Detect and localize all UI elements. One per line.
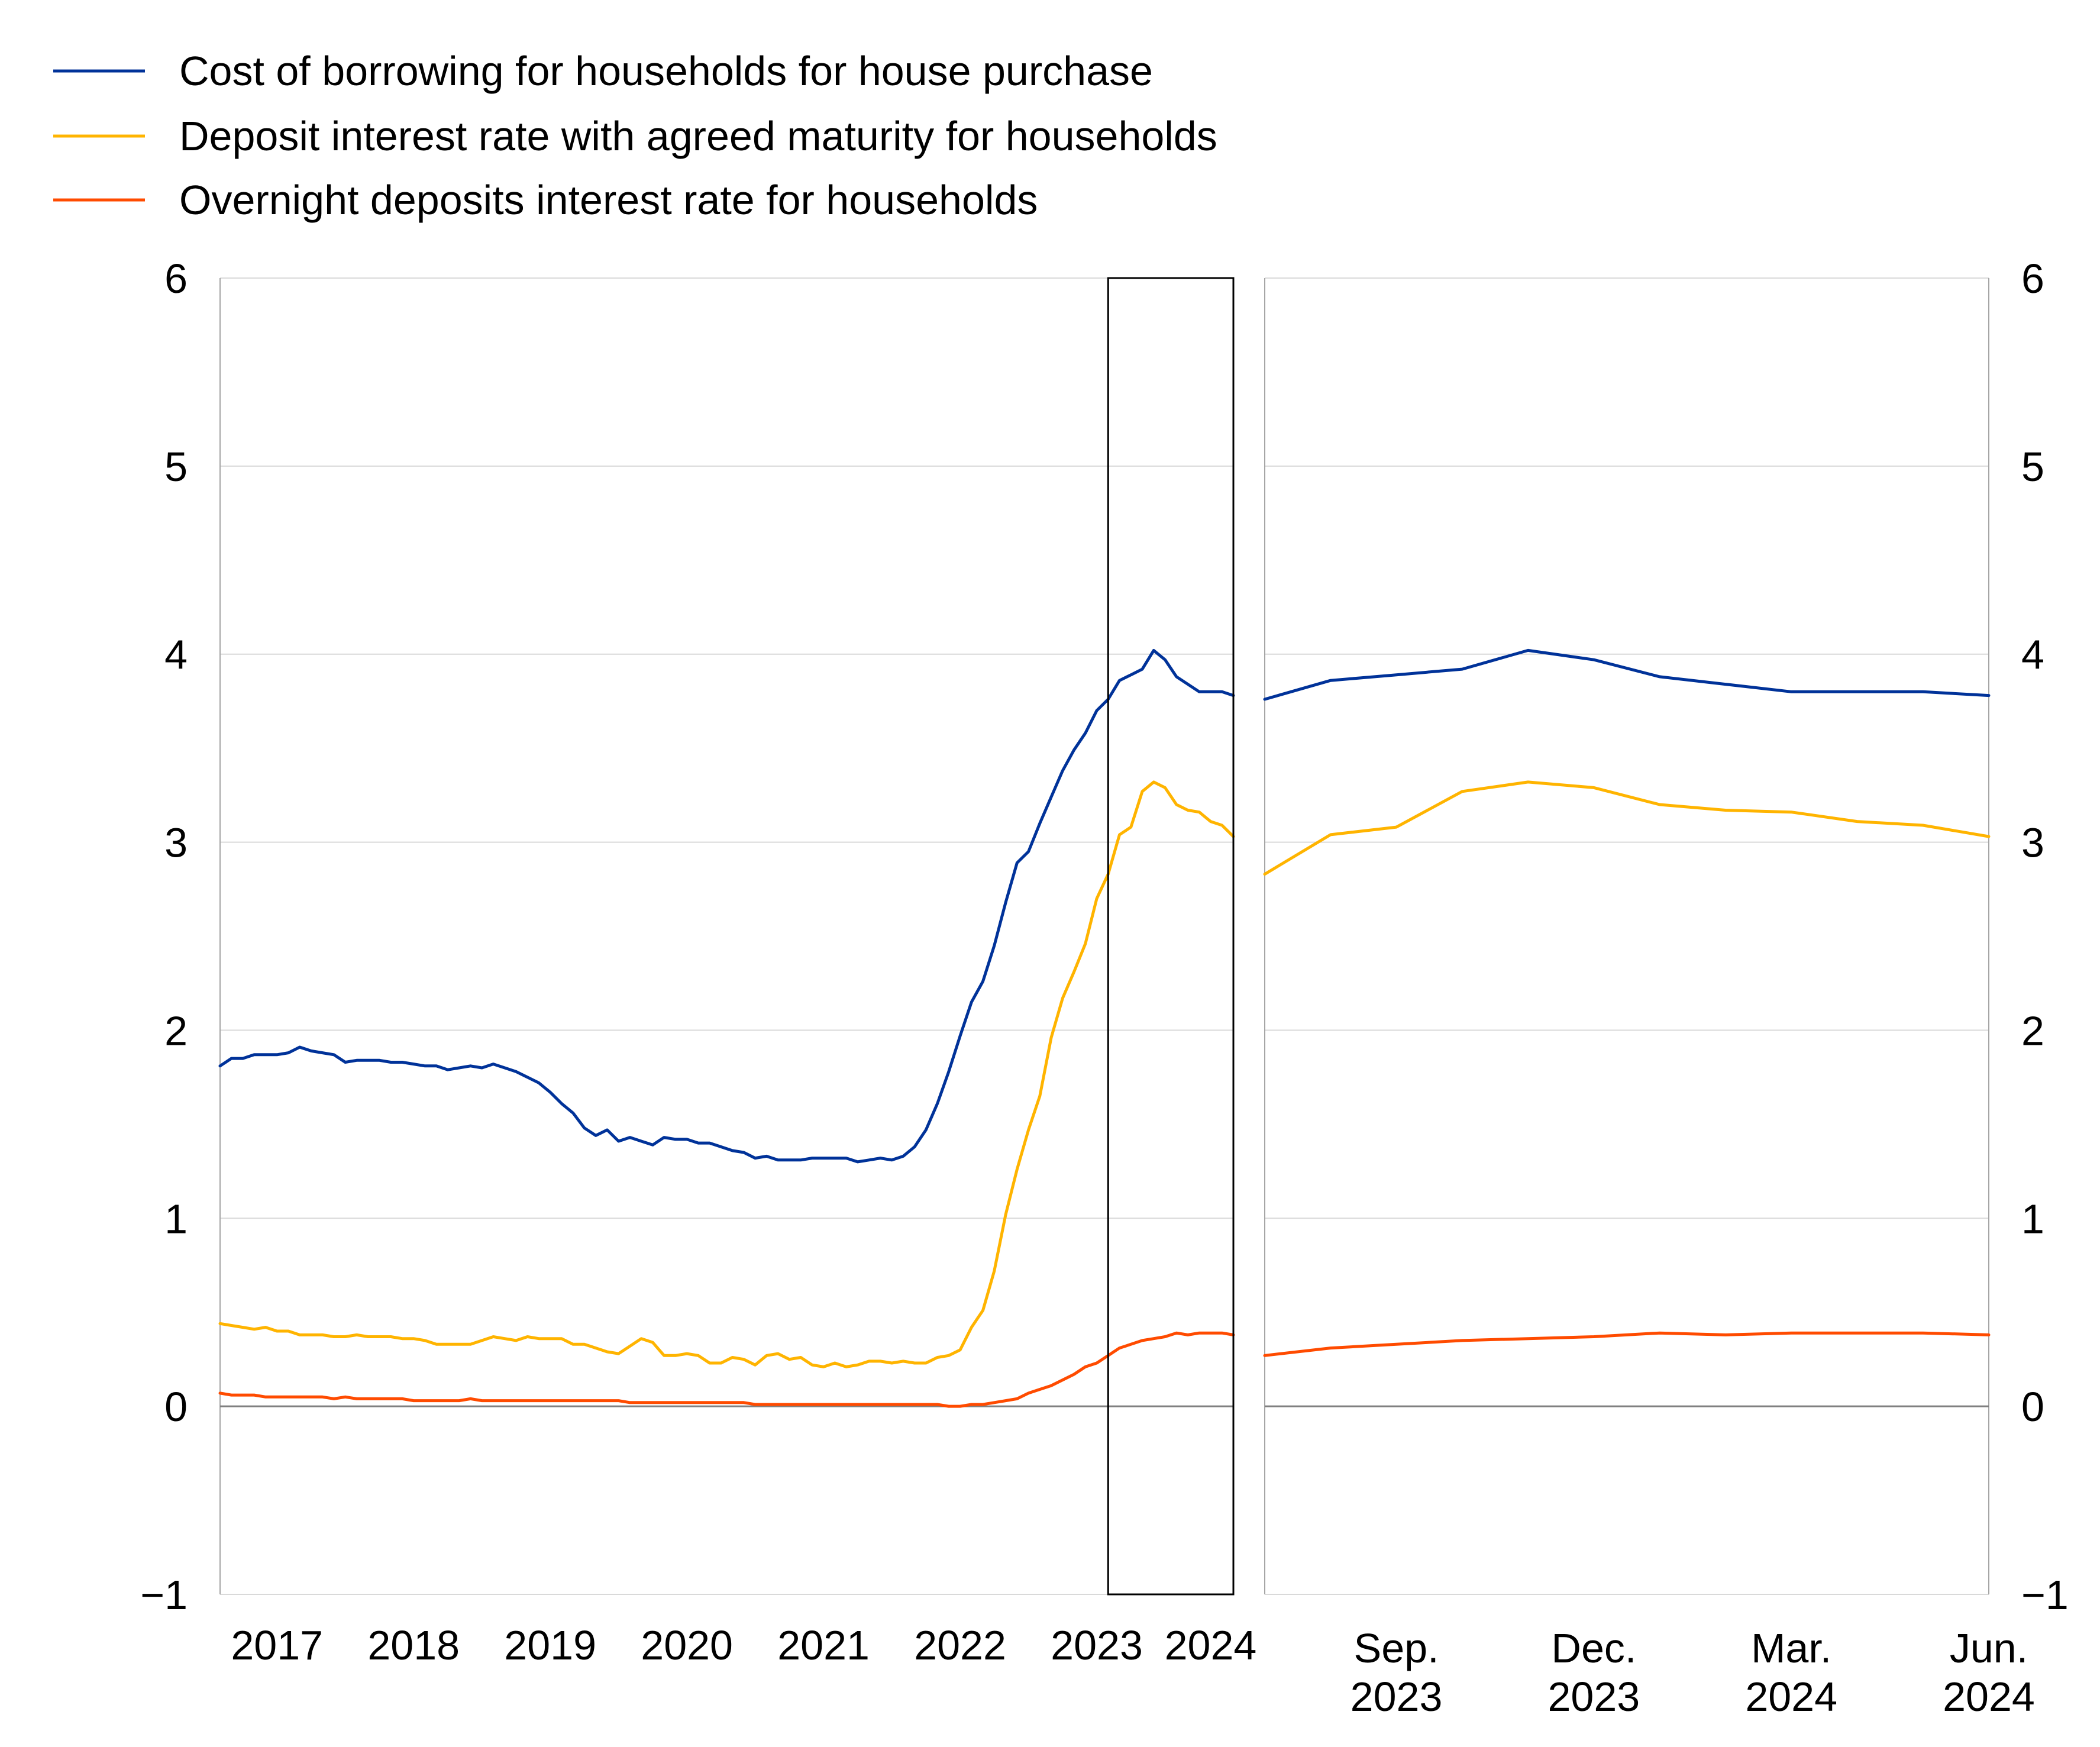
x-tick-label: Sep. xyxy=(1354,1625,1439,1671)
series-line xyxy=(218,1331,1235,1408)
x-tick-label: 2022 xyxy=(914,1622,1006,1668)
series-line xyxy=(218,780,1235,1368)
x-tick-label: 2023 xyxy=(1547,1674,1640,1720)
y-tick-label: 3 xyxy=(164,820,188,866)
series-line xyxy=(1263,1331,1991,1357)
series-line xyxy=(1263,780,1991,876)
left-panel: −1 0 1 2 3 4 5 6 2017 2018 2019 2020 2021 2022 2023 202… xyxy=(140,256,1256,1668)
x-tick-label: 2024 xyxy=(1745,1674,1837,1720)
x-tick-label: 2023 xyxy=(1051,1622,1143,1668)
legend-label: Deposit interest rate with agreed maturi… xyxy=(179,113,1217,159)
x-tick-label: 2024 xyxy=(1943,1674,2035,1720)
legend-label: Cost of borrowing for households for hou… xyxy=(179,48,1153,94)
x-tick-label: 2017 xyxy=(231,1622,323,1668)
legend: Cost of borrowing for households for hou… xyxy=(53,48,1217,223)
y-tick-label: 5 xyxy=(2021,444,2044,490)
y-tick-label: 4 xyxy=(2021,632,2044,678)
x-tick-label: 2018 xyxy=(367,1622,460,1668)
right-panel: −10123456Sep.2023Dec.2023Mar.2024Jun.202… xyxy=(1263,256,2069,1720)
y-tick-label: 2 xyxy=(164,1007,188,1054)
y-tick-label: 2 xyxy=(2021,1007,2044,1054)
highlight-box xyxy=(1107,277,1235,1596)
series-line xyxy=(218,648,1235,1164)
y-tick-label: 6 xyxy=(2021,256,2044,302)
y-tick-label: 0 xyxy=(164,1384,188,1430)
y-tick-label: 1 xyxy=(2021,1196,2044,1242)
x-tick-label: Mar. xyxy=(1751,1625,1831,1671)
x-tick-label: 2019 xyxy=(504,1622,596,1668)
y-tick-label: 0 xyxy=(2021,1384,2044,1430)
x-tick-label: 2024 xyxy=(1165,1622,1257,1668)
x-tick-label: 2020 xyxy=(641,1622,733,1668)
y-tick-label: 5 xyxy=(164,444,188,490)
x-tick-label: Jun. xyxy=(1950,1625,2028,1671)
y-tick-label: 1 xyxy=(164,1196,188,1242)
x-tick-label: Dec. xyxy=(1551,1625,1636,1671)
x-tick-label: 2021 xyxy=(777,1622,870,1668)
y-tick-label: 4 xyxy=(164,632,188,678)
legend-label: Overnight deposits interest rate for hou… xyxy=(179,177,1038,223)
series-line xyxy=(1263,648,1991,701)
y-tick-label: 3 xyxy=(2021,820,2044,866)
y-tick-label: 6 xyxy=(164,256,188,302)
y-tick-label: −1 xyxy=(140,1572,188,1618)
x-tick-label: 2023 xyxy=(1351,1674,1443,1720)
y-tick-label: −1 xyxy=(2021,1572,2069,1618)
